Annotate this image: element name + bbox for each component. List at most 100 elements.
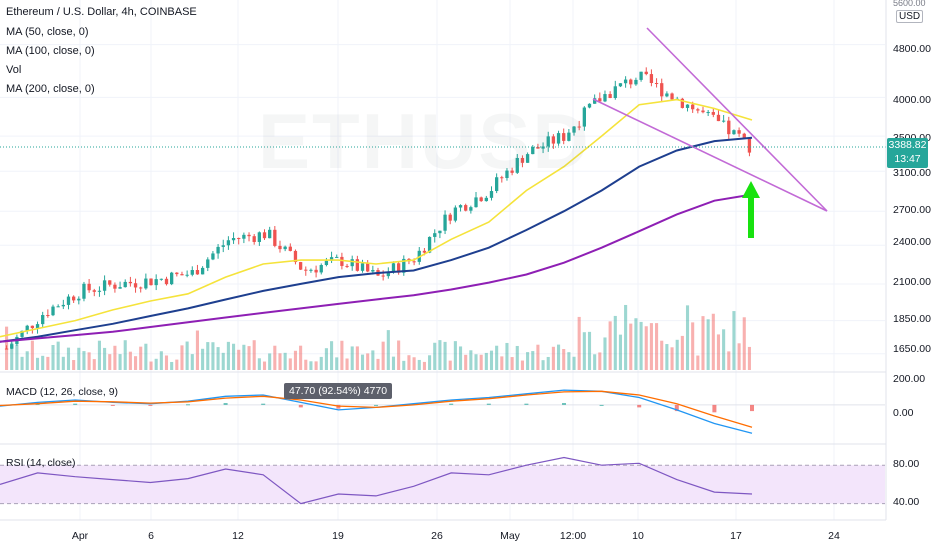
volume-bar [489, 350, 494, 370]
candle-body [108, 280, 112, 285]
volume-bar [211, 342, 215, 370]
drawings[interactable] [592, 27, 828, 238]
volume-bar [747, 346, 751, 370]
candle-body [288, 246, 292, 251]
macd-hist-bar [599, 404, 604, 406]
macd-lines [0, 389, 885, 434]
volume-bar [30, 340, 34, 370]
candle-body [71, 296, 76, 301]
time-tick: 6 [148, 530, 154, 542]
volume-bar [335, 357, 339, 370]
volume-bar [268, 353, 272, 370]
ma100-legend[interactable]: MA (100, close, 0) [6, 45, 95, 57]
price-tick: 2100.00 [893, 276, 931, 288]
symbol-watermark: ETHUSD [258, 97, 591, 185]
candle-body [654, 83, 659, 85]
macd-hist-bar [148, 404, 153, 406]
volume-bar [252, 340, 256, 370]
volume-bar [180, 345, 184, 370]
volume-bar [154, 358, 158, 370]
rsi-title[interactable]: RSI (14, close) [6, 457, 76, 469]
volume-bar [701, 316, 705, 370]
candle-body [680, 98, 685, 108]
candle-body [443, 214, 447, 231]
candle-body [742, 133, 746, 139]
candle-body [231, 238, 236, 241]
ma200-legend[interactable]: MA (200, close, 0) [6, 83, 95, 95]
volume-bar [97, 340, 101, 370]
candle-body [711, 112, 715, 115]
volume-bar [557, 344, 561, 370]
candle-body [355, 259, 360, 271]
ma50-legend[interactable]: MA (50, close, 0) [6, 26, 89, 38]
volume-bar [376, 358, 380, 370]
time-tick: Apr [71, 530, 89, 542]
volume-bar [391, 356, 396, 370]
volume-bar [613, 315, 617, 370]
volume-bar [371, 350, 375, 370]
macd-hist-bar [186, 404, 190, 406]
candle-body [665, 93, 669, 97]
candle-body [360, 263, 365, 271]
currency-button[interactable]: USD [896, 10, 924, 23]
candle-body [422, 250, 427, 253]
macd-hist-bar [486, 403, 491, 405]
time-tick: 24 [828, 530, 840, 542]
candle-body [56, 306, 60, 308]
candle-body [469, 207, 473, 211]
candle-body [649, 74, 654, 84]
macd-hist-bar [336, 404, 341, 409]
volume-bar [226, 341, 230, 370]
candle-body [510, 170, 514, 173]
macd-hist-bar [449, 403, 454, 405]
volume-bar [443, 341, 447, 370]
candle-body [329, 257, 334, 261]
symbol-title[interactable]: Ethereum / U.S. Dollar, 4h, COINBASE [6, 6, 197, 18]
candle-body [562, 133, 566, 141]
volume-bar [732, 311, 736, 370]
candle-body [427, 236, 432, 253]
volume-bar [567, 352, 571, 370]
volume-bar [685, 305, 690, 370]
volume-bar [82, 351, 86, 370]
volume-bar [587, 331, 592, 370]
price-tick: 1650.00 [893, 343, 931, 355]
price-tick: 2700.00 [893, 204, 931, 216]
macd-tick: 200.00 [893, 373, 926, 385]
candle-body [458, 205, 463, 208]
candle-body [324, 260, 329, 266]
volume-legend[interactable]: Vol [6, 64, 22, 76]
candle-body [747, 138, 752, 153]
candle-body [144, 278, 148, 289]
candle-body [696, 109, 700, 111]
candle-body [113, 284, 117, 289]
macd-title[interactable]: MACD (12, 26, close, 9) [6, 386, 119, 398]
volume-bar [551, 346, 555, 370]
candle-body [618, 83, 623, 87]
candle-body [87, 283, 91, 291]
last-price-tag: 3388.82 13:47 [887, 138, 928, 168]
macd-hist-bar [674, 404, 679, 412]
candle-body [314, 269, 318, 273]
candle-body [128, 281, 133, 284]
candle-body [727, 120, 731, 135]
time-tick: 26 [431, 530, 443, 542]
candle-body [479, 197, 483, 202]
candle-body [685, 104, 690, 108]
candle-body [185, 274, 189, 276]
macd-hist-bar [562, 403, 566, 405]
volume-bar [35, 357, 40, 370]
volume-bar [118, 354, 122, 370]
candle-body [577, 126, 581, 128]
candle-body [30, 325, 35, 329]
price-tick: 2400.00 [893, 236, 931, 248]
volume-bar [397, 340, 401, 370]
volume-bar [526, 352, 530, 370]
volume-bar [185, 341, 189, 370]
volume-bar [330, 341, 334, 370]
volume-bar [61, 356, 65, 370]
candle-body [716, 114, 721, 122]
volume-bar [598, 352, 602, 370]
rsi-band [0, 464, 885, 505]
